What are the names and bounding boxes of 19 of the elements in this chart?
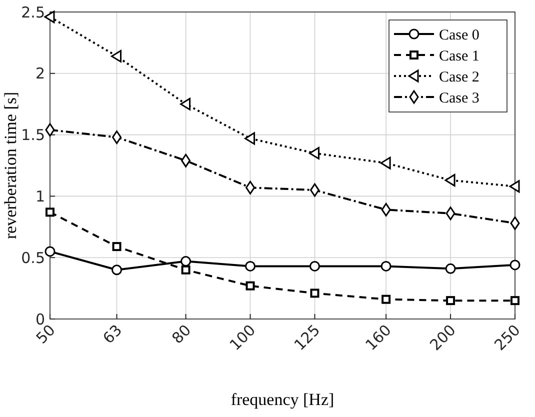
legend-label: Case 2: [439, 69, 480, 86]
legend-label: Case 3: [439, 90, 480, 106]
y-tick-label: 2.5: [21, 3, 45, 22]
x-tick-label: 125: [290, 321, 324, 354]
x-tick-label: 200: [426, 321, 460, 354]
legend-label: Case 0: [439, 27, 480, 44]
y-tick-label: 0.5: [21, 248, 45, 267]
x-axis-title: frequency [Hz]: [230, 390, 334, 409]
y-tick-label: 2: [35, 64, 45, 83]
x-tick-label: 80: [168, 321, 195, 348]
x-tick-label: 160: [362, 321, 395, 354]
x-tick-label: 100: [226, 321, 260, 354]
x-tick-label: 250: [490, 321, 524, 354]
y-tick-label: 1: [35, 187, 45, 206]
y-tick-label: 0: [35, 310, 45, 328]
y-tick-label: 1.5: [21, 126, 45, 144]
x-tick-label: 63: [99, 321, 126, 348]
y-axis-title: reverberation time [s]: [1, 92, 20, 240]
legend-label: Case 1: [439, 48, 480, 64]
